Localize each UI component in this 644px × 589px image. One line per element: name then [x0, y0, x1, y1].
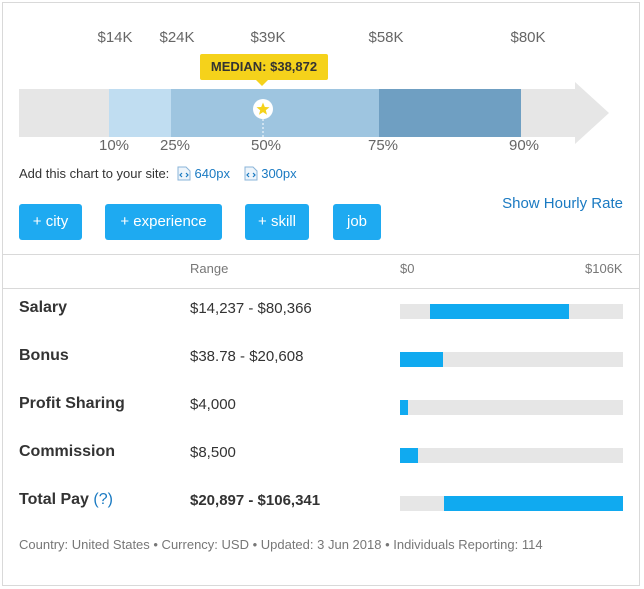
range-bar-track-profit-sharing [400, 400, 623, 415]
add-experience-button[interactable]: + experience [105, 204, 222, 240]
price-label-p75: $58K [368, 29, 404, 46]
price-label-p25: $24K [159, 29, 195, 46]
median-marker-star-icon [253, 99, 273, 119]
range-bar-track-bonus [400, 352, 623, 367]
price-label-p90: $80K [510, 29, 546, 46]
scale-max-label: $106K [585, 261, 623, 276]
embed-prompt: Add this chart to your site: [19, 166, 170, 181]
pct-label-50: 50% [250, 137, 282, 154]
bar-band-p75-p90 [379, 89, 521, 137]
range-bar-track-total-pay [400, 496, 623, 511]
range-bar-fill-salary [430, 304, 569, 319]
bar-band-p25-p75 [171, 89, 379, 137]
range-column-header: Range [190, 261, 229, 276]
pct-label-25: 25% [159, 137, 191, 154]
embed-300-label[interactable]: 300px [261, 166, 297, 181]
pct-label-75: 75% [367, 137, 399, 154]
row-name-salary: Salary [19, 299, 68, 316]
range-bar-track-salary [400, 304, 623, 319]
price-label-p10: $14K [97, 29, 133, 46]
total-pay-help-link[interactable]: (?) [93, 491, 113, 508]
row-range-salary: $14,237 - $80,366 [190, 300, 312, 317]
add-city-button[interactable]: + city [19, 204, 82, 240]
embed-300-link[interactable]: 300px [244, 166, 297, 181]
row-range-bonus: $38.78 - $20,608 [190, 348, 304, 365]
add-skill-button[interactable]: + skill [245, 204, 309, 240]
pct-label-10: 10% [98, 137, 130, 154]
embed-640-link[interactable]: 640px [177, 166, 234, 181]
job-button[interactable]: job [333, 204, 381, 240]
row-name-profit-sharing: Profit Sharing [19, 395, 125, 412]
row-range-total-pay: $20,897 - $106,341 [190, 492, 321, 509]
divider [3, 254, 639, 255]
scale-min-label: $0 [400, 261, 415, 276]
range-bar-fill-total-pay [444, 496, 623, 511]
row-range-profit-sharing: $4,000 [190, 396, 236, 413]
bar-band-p10-p25 [109, 89, 171, 137]
footer-metadata: Country: United States • Currency: USD •… [19, 537, 543, 552]
row-name-commission: Commission [19, 443, 116, 460]
row-name-bonus: Bonus [19, 347, 69, 364]
row-range-commission: $8,500 [190, 444, 236, 461]
embed-640-label[interactable]: 640px [194, 166, 230, 181]
salary-percentile-chart: $14K $24K $39K $58K $80K MEDIAN: $38,872… [3, 3, 641, 163]
pct-label-90: 90% [508, 137, 540, 154]
range-bar-track-commission [400, 448, 623, 463]
divider [3, 288, 639, 289]
total-pay-label: Total Pay [19, 491, 89, 508]
percentile-bar [19, 82, 609, 144]
embed-code-icon [244, 166, 258, 181]
range-bar-fill-bonus [400, 352, 443, 367]
price-label-p50: $39K [250, 29, 286, 46]
median-badge: MEDIAN: $38,872 [200, 54, 328, 86]
embed-code-icon [177, 166, 191, 181]
row-name-total-pay: Total Pay (?) [19, 491, 113, 509]
embed-chart-row: Add this chart to your site: 640px 300px [19, 166, 297, 181]
range-bar-fill-profit-sharing [400, 400, 408, 415]
show-hourly-rate-link[interactable]: Show Hourly Rate [502, 195, 623, 212]
range-bar-fill-commission [400, 448, 418, 463]
